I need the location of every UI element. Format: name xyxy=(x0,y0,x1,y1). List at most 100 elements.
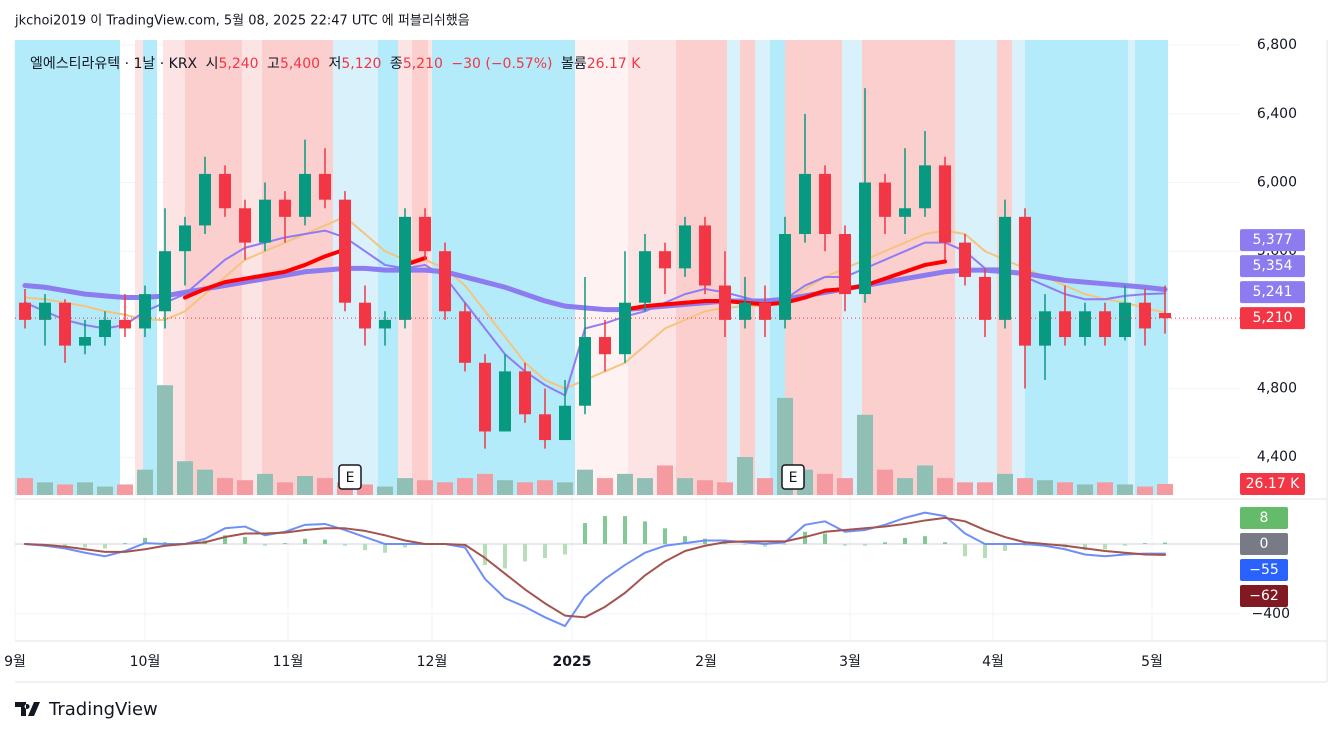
volume-bar xyxy=(837,478,853,495)
volume-bar xyxy=(657,465,673,495)
volume-bar xyxy=(517,482,533,495)
value-box xyxy=(1240,533,1288,556)
histogram-bar xyxy=(383,544,387,553)
zone xyxy=(242,40,262,495)
candle-body xyxy=(659,251,671,269)
zone xyxy=(135,40,143,495)
volume-bar xyxy=(197,469,213,495)
volume-bar xyxy=(977,482,993,495)
zone xyxy=(15,40,120,495)
candle-body xyxy=(119,319,131,329)
histogram-bar xyxy=(643,521,647,545)
zones xyxy=(15,40,1168,495)
volume-bar xyxy=(597,478,613,495)
volume-bar xyxy=(877,469,893,495)
value-box xyxy=(1240,472,1305,495)
volume-bar xyxy=(177,461,193,495)
histogram-bar xyxy=(563,544,567,555)
value-box xyxy=(1240,559,1288,582)
zone xyxy=(862,40,955,495)
x-tick-label: 9월 xyxy=(4,654,26,670)
x-tick-label: 4월 xyxy=(982,654,1004,670)
candle-body xyxy=(919,165,931,209)
histogram-bar xyxy=(483,544,487,565)
volume-bar xyxy=(637,478,653,495)
low-value: 5,120 xyxy=(341,56,381,72)
histogram-bar xyxy=(103,544,107,549)
volume xyxy=(17,385,1173,495)
y-tick-label: 6,800 xyxy=(1257,37,1297,53)
event-marker xyxy=(338,464,362,490)
low-label: 저 xyxy=(328,56,341,72)
volume-bar xyxy=(1097,482,1113,495)
volume-bar xyxy=(357,484,373,495)
histogram-bar xyxy=(503,544,507,569)
value-box-label: 5,354 xyxy=(1252,258,1292,274)
symbol: 엘에스티라유텍 · 1날 · KRX xyxy=(30,56,198,72)
candle-body xyxy=(639,251,651,303)
value-box xyxy=(1240,281,1305,304)
candle-body xyxy=(1039,311,1051,346)
histogram-bar xyxy=(243,537,247,545)
candles xyxy=(19,88,1171,449)
candle-body xyxy=(679,225,691,269)
y-tick-label: 4,400 xyxy=(1257,449,1297,465)
candle-body xyxy=(59,302,71,346)
high-label: 고 xyxy=(267,56,280,72)
value-box-label: 8 xyxy=(1260,510,1269,526)
volume-bar xyxy=(17,478,33,495)
volume-bar xyxy=(1157,483,1173,495)
volume-bar xyxy=(617,473,633,495)
top-caption: jkchoi2019 이 TradingView.com, 5월 08, 202… xyxy=(14,13,470,29)
macd-line xyxy=(24,516,1166,619)
candle-body xyxy=(1019,216,1031,346)
volume-bar xyxy=(217,478,233,495)
candle-body xyxy=(879,182,891,217)
x-tick-label: 5월 xyxy=(1141,654,1163,670)
volume-bar xyxy=(1057,482,1073,495)
event-marker xyxy=(781,464,805,490)
value-box-label: −55 xyxy=(1249,562,1279,578)
candle-body xyxy=(999,216,1011,320)
volume-bar xyxy=(297,476,313,495)
histogram-bar xyxy=(363,544,367,551)
candle-body xyxy=(619,302,631,355)
high-value: 5,400 xyxy=(280,56,320,72)
value-box-label: 0 xyxy=(1260,536,1269,552)
candle-body xyxy=(299,173,311,217)
zone xyxy=(740,40,755,495)
candle-body xyxy=(39,302,51,320)
footer-logo: TradingView xyxy=(15,699,158,720)
candle-body xyxy=(479,362,491,432)
x-tick-label: 10월 xyxy=(130,654,161,670)
zone xyxy=(1025,40,1128,495)
candle-body xyxy=(99,319,111,338)
histogram-bar xyxy=(603,516,607,545)
volume-bar xyxy=(417,480,433,495)
candle-body xyxy=(359,302,371,329)
y-tick-label: 6,000 xyxy=(1257,175,1297,191)
candle-body xyxy=(739,302,751,320)
histogram-bar xyxy=(1143,543,1147,545)
histogram-bar xyxy=(1163,542,1167,545)
candle-body xyxy=(379,319,391,329)
volume-bar xyxy=(577,469,593,495)
volume-bar xyxy=(557,482,573,495)
value-box-label: 5,241 xyxy=(1252,284,1292,300)
volume-bar xyxy=(957,482,973,495)
volume-bar xyxy=(477,473,493,495)
histogram-bar xyxy=(583,523,587,545)
volume-bar xyxy=(397,478,413,495)
candle-body xyxy=(419,216,431,252)
volume-bar xyxy=(437,482,453,495)
volume-value: 26.17 K xyxy=(587,56,642,72)
volume-bar xyxy=(1017,478,1033,495)
volume-bar xyxy=(117,484,133,495)
candle-body xyxy=(699,225,711,286)
x-tick-label: 2025 xyxy=(553,654,592,670)
volume-bar xyxy=(377,486,393,495)
zone xyxy=(1135,40,1168,495)
histogram-bar xyxy=(83,544,87,548)
candle-body xyxy=(399,216,411,320)
candle-body xyxy=(19,302,31,320)
